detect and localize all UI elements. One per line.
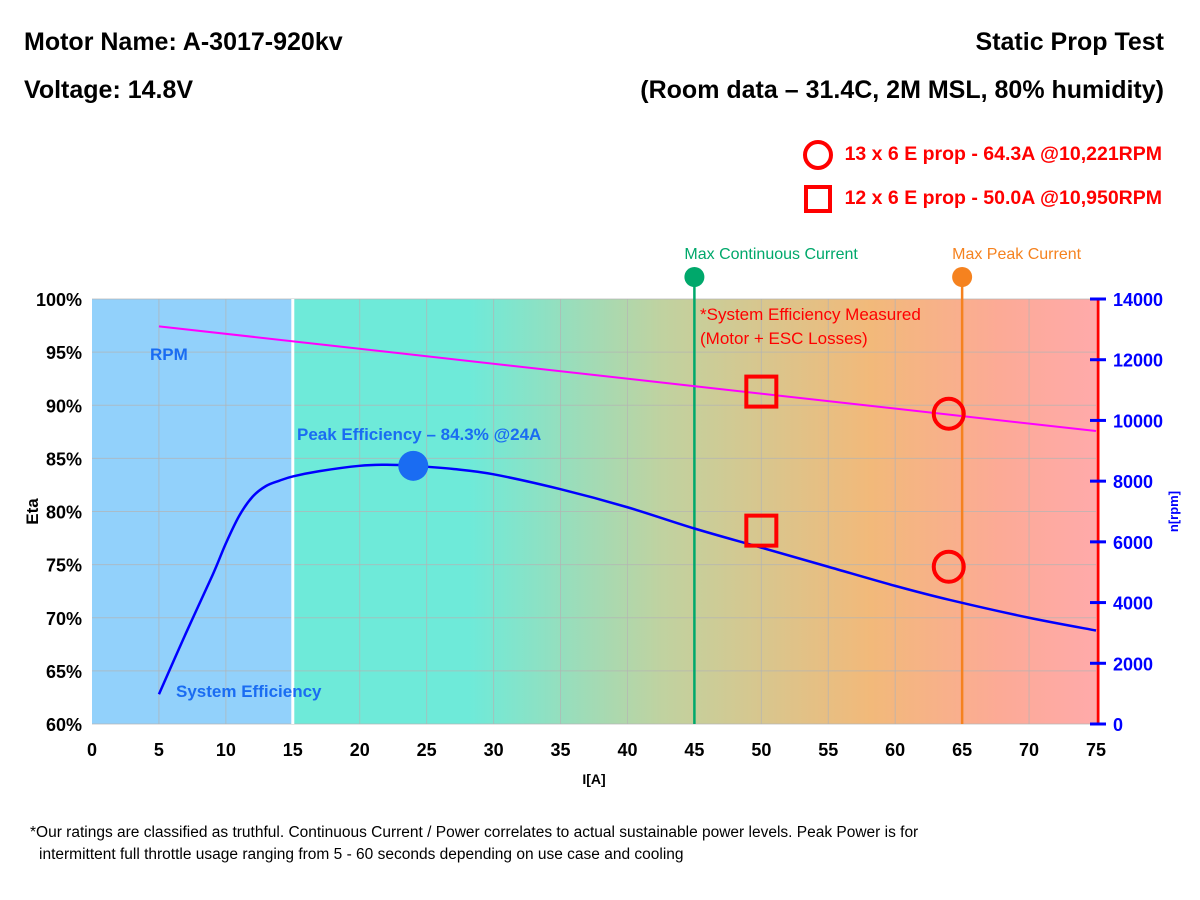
legend-prop-13x6: 13 x 6 E prop - 64.3A @10,221RPM (801, 138, 1162, 172)
max-peak-current-label: Max Peak Current (952, 246, 1081, 263)
x-tick-label: 70 (1019, 740, 1039, 760)
x-tick-label: 20 (350, 740, 370, 760)
x-tick-label: 5 (154, 740, 164, 760)
efficiency-series-label: System Efficiency (176, 682, 322, 701)
legend-prop2-label: 12 x 6 E prop - 50.0A @10,950RPM (844, 187, 1162, 210)
y-left-tick-label: 75% (46, 556, 82, 576)
x-tick-label: 30 (484, 740, 504, 760)
x-tick-label: 25 (417, 740, 437, 760)
x-tick-label: 65 (952, 740, 972, 760)
x-tick-label: 50 (751, 740, 771, 760)
y-right-tick-label: 4000 (1113, 594, 1153, 614)
x-tick-label: 35 (551, 740, 571, 760)
x-tick-label: 45 (684, 740, 704, 760)
legend-prop1-label: 13 x 6 E prop - 64.3A @10,221RPM (844, 143, 1162, 166)
legend-prop-12x6: 12 x 6 E prop - 50.0A @10,950RPM (801, 182, 1162, 216)
max-continuous-current-dot (684, 267, 705, 287)
prop-13x6-efficiency-marker (931, 549, 966, 584)
x-tick-label: 60 (885, 740, 905, 760)
circle-marker-icon (802, 140, 833, 170)
y-right-tick-label: 8000 (1113, 472, 1153, 492)
footnote-line-2: intermittent full throttle usage ranging… (39, 846, 684, 863)
y-left-axis-label: Eta (23, 498, 42, 525)
y-left-tick-label: 85% (46, 449, 82, 469)
x-tick-label: 55 (818, 740, 838, 760)
y-left-tick-label: 90% (46, 396, 82, 416)
y-left-tick-label: 70% (46, 609, 82, 629)
rpm-series-label: RPM (150, 345, 188, 364)
y-right-tick-label: 10000 (1113, 411, 1163, 431)
y-left-tick-label: 100% (36, 290, 82, 310)
y-right-tick-label: 2000 (1113, 654, 1153, 674)
room-data: (Room data – 31.4C, 2M MSL, 80% humidity… (640, 76, 1164, 104)
y-left-tick-label: 95% (46, 343, 82, 363)
x-tick-label: 75 (1086, 740, 1106, 760)
square-marker-icon (803, 185, 832, 213)
y-left-tick-label: 60% (46, 715, 82, 735)
efficiency-chart: 0 5 10 15 20 25 30 35 40 45 50 55 60 65 70 75 I[A] 60% 65%… (23, 246, 1181, 787)
x-tick-label: 0 (87, 740, 97, 760)
prop-12x6-efficiency-marker (744, 513, 779, 548)
x-axis-label: I[A] (582, 771, 605, 787)
y-left-tick-label: 80% (46, 503, 82, 523)
y-right-axis-label: n[rpm] (1166, 491, 1181, 532)
peak-efficiency-dot (398, 450, 429, 481)
system-note-line-2: (Motor + ESC Losses) (700, 329, 868, 348)
max-continuous-current-label: Max Continuous Current (684, 246, 858, 263)
voltage-label: Voltage: 14.8V (24, 76, 194, 104)
x-tick-label: 40 (617, 740, 637, 760)
prop-12x6-rpm-marker (744, 374, 779, 409)
footnote-line-1: *Our ratings are classified as truthful.… (30, 824, 919, 841)
y-right-tick-label: 6000 (1113, 533, 1153, 553)
test-title: Static Prop Test (975, 28, 1164, 56)
prop-13x6-rpm-marker (931, 396, 966, 431)
rpm-series-line (158, 325, 1097, 433)
footnote: *Our ratings are classified as truthful.… (30, 822, 1150, 866)
peak-efficiency-label: Peak Efficiency – 84.3% @24A (297, 425, 541, 444)
y-right-tick-label: 0 (1113, 715, 1123, 735)
max-peak-current-dot (952, 267, 973, 287)
x-tick-label: 10 (216, 740, 236, 760)
y-right-tick-label: 14000 (1113, 290, 1163, 310)
y-left-tick-label: 65% (46, 662, 82, 682)
x-tick-label: 15 (283, 740, 303, 760)
y-right-tick-label: 12000 (1113, 351, 1163, 371)
motor-name: Motor Name: A-3017-920kv (24, 28, 343, 56)
system-note-line-1: *System Efficiency Measured (700, 305, 921, 324)
